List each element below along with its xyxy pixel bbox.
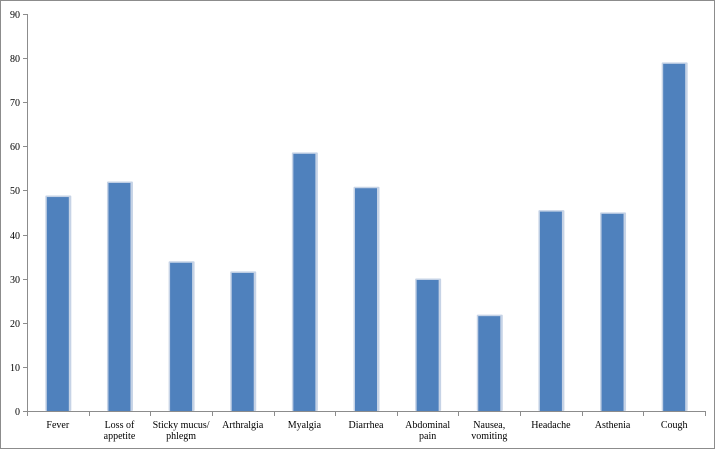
x-tick-label-line: vomiting bbox=[471, 431, 507, 442]
x-tick-label: Cough bbox=[661, 420, 688, 431]
x-tick-label-line: Headache bbox=[531, 420, 571, 431]
x-tick-label: Sticky mucus/phlegm bbox=[153, 420, 210, 442]
bar bbox=[416, 279, 439, 411]
x-tick-label: Nausea, vomiting bbox=[471, 420, 507, 442]
y-tick-label: 20 bbox=[10, 319, 20, 330]
x-tick-label-line: Cough bbox=[661, 420, 688, 431]
x-tick-label-line: Asthenia bbox=[595, 420, 631, 431]
x-tick-label: Diarrhea bbox=[349, 420, 385, 431]
bar bbox=[46, 197, 69, 411]
x-tick-label: Headache bbox=[531, 420, 571, 431]
y-tick-label: 10 bbox=[10, 363, 20, 374]
y-tick-label: 60 bbox=[10, 142, 20, 153]
x-tick-label-line: Sticky mucus/ bbox=[153, 420, 210, 431]
y-tick-label: 40 bbox=[10, 231, 20, 242]
bar bbox=[539, 211, 562, 411]
x-tick-label: Loss of appetite bbox=[104, 420, 136, 442]
x-tick-label: Fever bbox=[46, 420, 69, 431]
x-tick-label-line: appetite bbox=[104, 431, 136, 442]
bar bbox=[108, 182, 131, 411]
y-tick-label: 0 bbox=[15, 407, 20, 418]
x-tick-label-line: pain bbox=[419, 431, 436, 442]
x-tick-label-line: Fever bbox=[46, 420, 69, 431]
bar bbox=[478, 316, 501, 411]
x-tick-label-line: Myalgia bbox=[288, 420, 322, 431]
x-tick-label-line: phlegm bbox=[166, 431, 196, 442]
x-tick-label-line: Arthralgia bbox=[222, 420, 264, 431]
y-tick-label: 70 bbox=[10, 98, 20, 109]
x-tick-label-line: Diarrhea bbox=[349, 420, 385, 431]
y-tick-label: 50 bbox=[10, 186, 20, 197]
x-tick-label-line: Loss of bbox=[105, 420, 135, 431]
bar bbox=[170, 262, 193, 411]
y-tick-label: 90 bbox=[10, 10, 20, 21]
x-tick-label: Myalgia bbox=[288, 420, 322, 431]
x-tick-label: Abdominal pain bbox=[405, 420, 450, 442]
y-tick-label: 80 bbox=[10, 54, 20, 65]
x-tick-label: Asthenia bbox=[595, 420, 631, 431]
x-tick-label-line: Nausea, bbox=[473, 420, 505, 431]
x-tick-label: Arthralgia bbox=[222, 420, 264, 431]
x-tick-label-line: Abdominal bbox=[405, 420, 450, 431]
bar bbox=[293, 153, 316, 412]
bar bbox=[663, 63, 686, 412]
y-tick-label: 30 bbox=[10, 275, 20, 286]
bar bbox=[231, 272, 254, 411]
bar bbox=[601, 213, 624, 411]
bar bbox=[355, 188, 377, 411]
